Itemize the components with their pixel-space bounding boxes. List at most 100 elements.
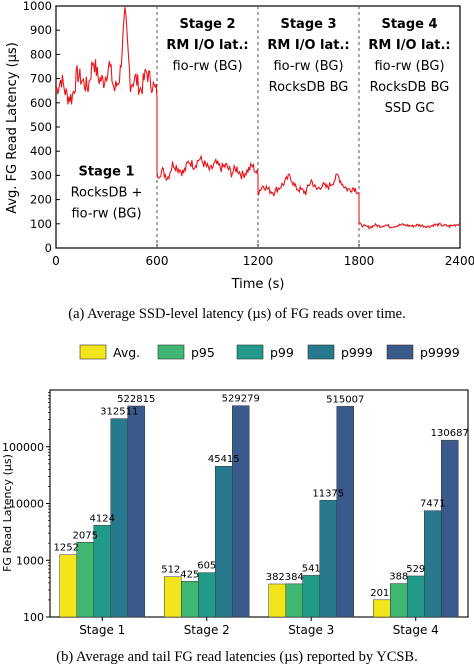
- y-tick-label: 100: [23, 611, 44, 624]
- bar-p95-1: [181, 581, 199, 618]
- legend-label: p999: [341, 345, 373, 360]
- bar-Avg-0: [59, 554, 77, 618]
- top-chart-axes: 0 100 200 300 400 500 600 700 800 900 1000 0 600 1200…: [23, 0, 474, 268]
- legend-label: p99: [270, 345, 294, 360]
- y-tick-label: 1000: [23, 0, 52, 13]
- bar-value-label: 2075: [73, 530, 98, 541]
- bar-p99-2: [302, 575, 320, 618]
- bar-p9999-3: [441, 439, 459, 618]
- stage-note: fio-rw (BG): [71, 206, 141, 221]
- stage-note: RM I/O lat.:: [267, 38, 349, 53]
- x-tick-label: 1800: [344, 254, 375, 268]
- bar-value-label: 529279: [222, 394, 260, 405]
- legend-label: Avg.: [113, 345, 140, 360]
- y-tick-label: 1000: [16, 554, 44, 567]
- bar-value-label: 201: [370, 588, 389, 599]
- top-y-axis-label: Avg. FG Read Latency (µs): [5, 42, 20, 214]
- bar-Avg-2: [268, 583, 286, 618]
- x-category-label: Stage 4: [393, 623, 439, 637]
- y-tick-label: 100000: [2, 441, 44, 454]
- legend-label: p9999: [420, 345, 460, 360]
- caption-a: (a) Average SSD-level latency (µs) of FG…: [68, 306, 405, 322]
- bottom-chart-axes: 100 1000 10000 100000 Stage 1 Stage 2 Stage 3 S…: [2, 389, 469, 637]
- bar-groups: [59, 405, 459, 618]
- bar-value-label: 45415: [208, 454, 240, 465]
- bar-value-label: 522815: [117, 394, 155, 405]
- y-tick-label: 200: [30, 193, 52, 207]
- stage-title: Stage 4: [381, 17, 437, 32]
- legend-swatch-p95: [157, 344, 185, 360]
- legend-swatch-p99: [236, 344, 264, 360]
- bar-p999-3: [424, 510, 442, 618]
- bar-value-label: 130687: [431, 428, 469, 439]
- legend-swatch-p9999: [386, 344, 414, 360]
- y-tick-label: 400: [30, 144, 52, 158]
- bar-p9999-2: [336, 406, 354, 618]
- stage-title: Stage 2: [179, 17, 235, 32]
- bar-value-label: 388: [389, 572, 408, 583]
- bar-value-label: 384: [285, 572, 304, 583]
- stage-note: fio-rw (BG): [273, 59, 343, 74]
- bar-p999-1: [215, 465, 233, 618]
- x-tick-label: 1200: [243, 254, 274, 268]
- bar-value-label: 425: [180, 569, 199, 580]
- latency-over-time-chart: 0 100 200 300 400 500 600 700 800 900 1000 0 600 1200…: [5, 0, 474, 322]
- y-tick-label: 100: [30, 217, 52, 231]
- bar-value-label: 1252: [54, 543, 79, 554]
- y-tick-label: 800: [30, 47, 52, 61]
- tail-latency-bar-chart: Avg. p95 p99 p999 p9999 100 1000 10000 100000 St…: [1, 344, 469, 665]
- bar-p9999-1: [232, 405, 250, 618]
- legend-swatch-Avg: [79, 344, 107, 360]
- x-category-label: Stage 2: [184, 623, 230, 637]
- stage-note: RocksDB +: [71, 185, 143, 200]
- bar-value-label: 7471: [420, 499, 445, 510]
- bar-chart-legend: Avg. p95 p99 p999 p9999: [79, 344, 460, 360]
- y-tick-label: 0: [45, 241, 52, 255]
- y-tick-label: 10000: [9, 498, 44, 511]
- bar-p99-1: [198, 572, 216, 618]
- x-tick-label: 600: [146, 254, 169, 268]
- bar-p999-2: [319, 500, 337, 618]
- legend-label: p95: [191, 345, 215, 360]
- x-tick-label: 0: [52, 254, 60, 268]
- bar-p99-3: [407, 575, 425, 618]
- stage-note: RM I/O lat.:: [166, 38, 248, 53]
- stage-title: Stage 3: [280, 17, 336, 32]
- bar-p9999-0: [127, 405, 145, 618]
- bar-value-label: 541: [302, 563, 321, 574]
- bar-p95-2: [285, 583, 303, 618]
- y-tick-label: 300: [30, 168, 52, 182]
- bar-p95-3: [390, 583, 408, 618]
- stage-annotations: Stage 1 RocksDB + fio-rw (BG) Stage 2 RM I/O…: [71, 17, 451, 222]
- y-tick-label: 600: [30, 96, 52, 110]
- bar-value-label: 312511: [100, 407, 138, 418]
- legend-swatch-p999: [307, 344, 335, 360]
- x-tick-label: 2400: [445, 254, 474, 268]
- top-x-axis-label: Time (s): [231, 277, 285, 292]
- bar-value-label: 512: [161, 565, 180, 576]
- stage-note: RocksDB BG: [269, 80, 349, 95]
- caption-b: (b) Average and tail FG read latencies (…: [56, 649, 417, 665]
- bar-Avg-3: [373, 599, 391, 618]
- bottom-y-axis-label: FG Read Latency (µs): [1, 454, 14, 572]
- bar-value-label: 11375: [312, 488, 344, 499]
- stage-title: Stage 1: [78, 164, 134, 179]
- stage-note: RocksDB BG: [370, 80, 450, 95]
- x-category-label: Stage 1: [79, 623, 125, 637]
- bar-value-label: 4124: [90, 513, 115, 524]
- bar-value-label: 515007: [326, 394, 364, 405]
- stage-note: SSD GC: [385, 101, 435, 116]
- y-tick-label: 700: [30, 72, 52, 86]
- bar-value-label: 605: [197, 561, 216, 572]
- bar-value-label: 382: [266, 572, 285, 583]
- stage-note: RM I/O lat.:: [368, 38, 450, 53]
- bar-value-label: 529: [406, 564, 425, 575]
- stage-note: fio-rw (BG): [172, 59, 242, 74]
- latency-series-line: [55, 7, 461, 230]
- x-category-label: Stage 3: [288, 623, 334, 637]
- bar-p95-0: [76, 542, 94, 618]
- y-tick-label: 900: [30, 23, 52, 37]
- stage-note: fio-rw (BG): [374, 59, 444, 74]
